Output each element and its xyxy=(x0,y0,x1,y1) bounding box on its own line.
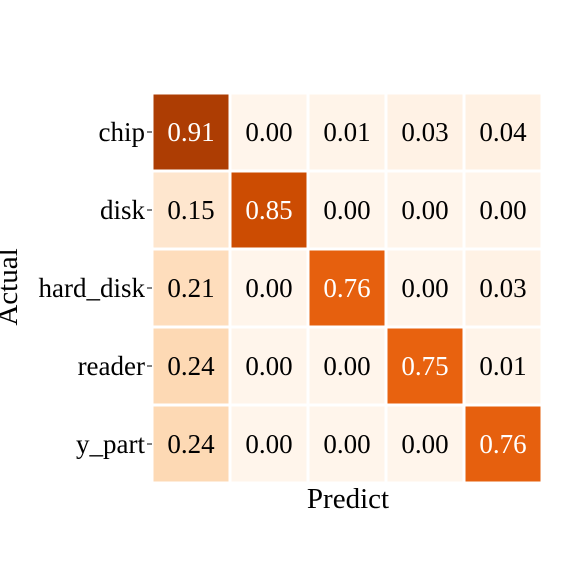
cell-value-label-r3-c1: 0.00 xyxy=(245,351,292,381)
cell-value-label-r1-c2: 0.00 xyxy=(323,195,370,225)
heatmap-cell-r2-c0 xyxy=(153,250,229,326)
heatmap-cell-r1-c0 xyxy=(153,172,229,248)
y-tick-label-disk: disk xyxy=(100,195,146,225)
heatmap-cell-r3-c1 xyxy=(231,328,307,404)
heatmap-cell-r1-c4 xyxy=(465,172,541,248)
heatmap-cell-r2-c1 xyxy=(231,250,307,326)
heatmap-cell-r0-c2 xyxy=(309,94,385,170)
cell-value-label-r3-c3: 0.75 xyxy=(401,351,448,381)
heatmap-cell-r4-c4 xyxy=(465,406,541,482)
heatmap-cell-r4-c3 xyxy=(387,406,463,482)
cell-value-label-r2-c3: 0.00 xyxy=(401,273,448,303)
cell-value-label-r1-c1: 0.85 xyxy=(245,195,292,225)
heatmap-cell-r3-c3 xyxy=(387,328,463,404)
cell-value-label-r2-c2: 0.76 xyxy=(323,273,370,303)
heatmap-cell-r3-c0 xyxy=(153,328,229,404)
y-tick-label-y-part: y_part xyxy=(76,429,145,459)
y-tick-label-hard-disk: hard_disk xyxy=(39,273,146,303)
heatmap-cell-r3-c4 xyxy=(465,328,541,404)
heatmap-cell-r0-c3 xyxy=(387,94,463,170)
heatmap-cell-r4-c1 xyxy=(231,406,307,482)
heatmap-cell-r0-c1 xyxy=(231,94,307,170)
cell-value-label-r3-c4: 0.01 xyxy=(479,351,526,381)
y-axis-label: Actual xyxy=(0,248,24,325)
heatmap-cell-r1-c2 xyxy=(309,172,385,248)
heatmap-cell-r2-c2 xyxy=(309,250,385,326)
cell-value-label-r4-c2: 0.00 xyxy=(323,429,370,459)
cell-value-label-r2-c4: 0.03 xyxy=(479,273,526,303)
cell-value-label-r4-c0: 0.24 xyxy=(167,429,215,459)
heatmap-cell-r1-c3 xyxy=(387,172,463,248)
x-axis-label: Predict xyxy=(307,483,389,515)
heatmap-cells: 0.91 0.00 0.01 0.03 0.04 0.15 0.85 0.00 0.00 0.00… xyxy=(153,94,541,482)
cell-value-label-r0-c0: 0.91 xyxy=(167,117,214,147)
cell-value-label-r4-c3: 0.00 xyxy=(401,429,448,459)
heatmap-cell-r2-c4 xyxy=(465,250,541,326)
cell-value-label-r1-c3: 0.00 xyxy=(401,195,448,225)
cell-value-label-r3-c0: 0.24 xyxy=(167,351,215,381)
y-tick-label-reader: reader xyxy=(78,351,145,381)
y-tick-label-chip: chip xyxy=(99,117,146,147)
cell-value-label-r0-c4: 0.04 xyxy=(479,117,527,147)
cell-value-label-r1-c4: 0.00 xyxy=(479,195,526,225)
cell-value-label-r4-c4: 0.76 xyxy=(479,429,526,459)
cell-value-label-r0-c3: 0.03 xyxy=(401,117,448,147)
heatmap-cell-r0-c4 xyxy=(465,94,541,170)
cell-value-label-r4-c1: 0.00 xyxy=(245,429,292,459)
cell-value-label-r3-c2: 0.00 xyxy=(323,351,370,381)
heatmap-cell-r2-c3 xyxy=(387,250,463,326)
heatmap-cell-r3-c2 xyxy=(309,328,385,404)
cell-value-label-r0-c2: 0.01 xyxy=(323,117,370,147)
cell-value-label-r2-c1: 0.00 xyxy=(245,273,292,303)
cell-value-label-r0-c1: 0.00 xyxy=(245,117,292,147)
heatmap-cell-r4-c2 xyxy=(309,406,385,482)
cell-value-label-r2-c0: 0.21 xyxy=(167,273,214,303)
heatmap-cell-r1-c1 xyxy=(231,172,307,248)
cell-value-label-r1-c0: 0.15 xyxy=(167,195,214,225)
heatmap-cell-r0-c0 xyxy=(153,94,229,170)
heatmap-cell-r4-c0 xyxy=(153,406,229,482)
